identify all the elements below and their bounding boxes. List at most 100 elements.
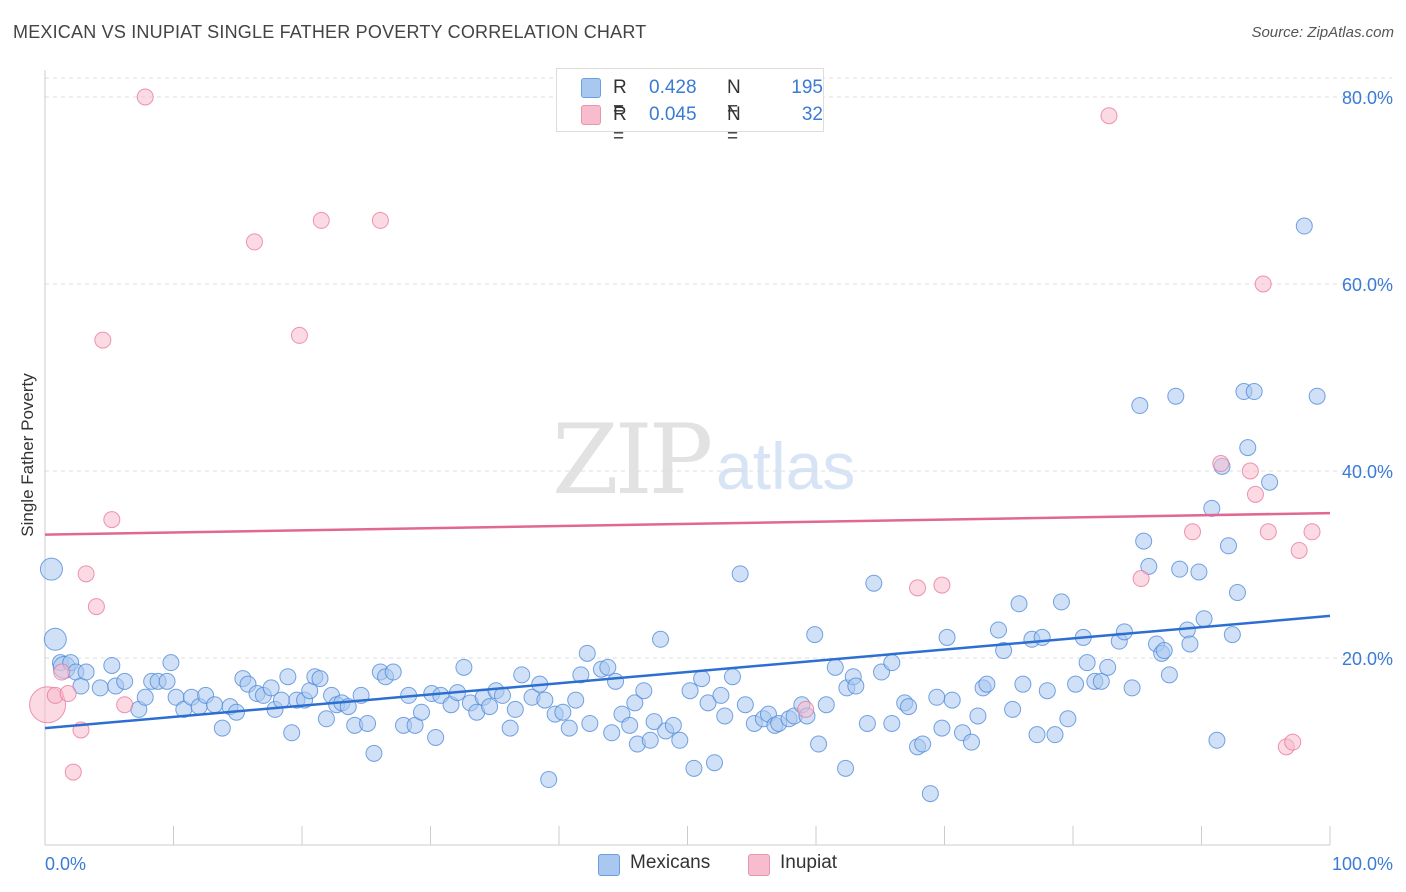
- watermark-zip: ZIP: [552, 404, 713, 516]
- inupiat-point: [1241, 462, 1259, 480]
- mexican-point: [1219, 537, 1237, 555]
- mexican-point: [1033, 628, 1051, 646]
- mexican-point: [213, 719, 231, 737]
- mexican-point: [572, 666, 590, 684]
- mexican-point: [847, 677, 865, 695]
- y-tick-label: 20.0%: [1342, 649, 1393, 669]
- mexican-point: [43, 627, 67, 651]
- mexican-point: [806, 626, 824, 644]
- mexican-point: [837, 759, 855, 777]
- mexican-point: [731, 565, 749, 583]
- mexican-point: [969, 707, 987, 725]
- mexican-point: [1140, 557, 1158, 575]
- mexican-point: [1190, 563, 1208, 581]
- mexican-point: [1123, 679, 1141, 697]
- mexican-point: [1181, 635, 1199, 653]
- mexican-point: [938, 628, 956, 646]
- mexican-point: [826, 658, 844, 676]
- mexican-point: [1295, 217, 1313, 235]
- mexican-point: [116, 672, 134, 690]
- mexican-point: [1308, 387, 1326, 405]
- mexican-point: [607, 672, 625, 690]
- mexican-point: [1167, 387, 1185, 405]
- chart-title: MEXICAN VS INUPIAT SINGLE FATHER POVERTY…: [13, 22, 647, 42]
- x-tick-label: 100.0%: [1332, 854, 1393, 874]
- mexican-point: [933, 719, 951, 737]
- mexican-point: [716, 707, 734, 725]
- inupiat-point: [1132, 570, 1150, 588]
- mexican-point: [641, 731, 659, 749]
- mexican-point: [712, 686, 730, 704]
- inupiat-point: [1284, 733, 1302, 751]
- mexican-point: [501, 719, 519, 737]
- mexican-point: [1078, 654, 1096, 672]
- mexican-point: [664, 716, 682, 734]
- mexican-point: [1092, 672, 1110, 690]
- mexican-point: [883, 714, 901, 732]
- mexican-point: [928, 688, 946, 706]
- mexican-point: [1261, 473, 1279, 491]
- legend-r-value: 0.428: [649, 77, 697, 98]
- mexican-point: [962, 733, 980, 751]
- inupiat-point: [103, 511, 121, 529]
- mexican-point: [736, 696, 754, 714]
- mexican-point: [865, 574, 883, 592]
- mexican-point: [1131, 397, 1149, 415]
- mexican-point: [693, 670, 711, 688]
- y-tick-label: 60.0%: [1342, 275, 1393, 295]
- mexican-point: [1245, 383, 1263, 401]
- inupiat-point: [1212, 455, 1230, 473]
- mexican-point: [158, 672, 176, 690]
- mexican-point: [989, 621, 1007, 639]
- mexican-point: [621, 716, 639, 734]
- legend-n-value: 195: [791, 77, 823, 98]
- mexican-point: [427, 728, 445, 746]
- mexican-point: [817, 696, 835, 714]
- mexican-point: [136, 688, 154, 706]
- inupiat-point: [1259, 523, 1277, 541]
- mexicans-trend-line: [44, 614, 1331, 730]
- inupiat-point: [797, 700, 815, 718]
- mexican-point: [283, 724, 301, 742]
- mexican-point: [699, 694, 717, 712]
- inupiat-point: [136, 88, 154, 106]
- inupiat-point: [1254, 275, 1272, 293]
- y-tick-label: 80.0%: [1342, 88, 1393, 108]
- inupiat-point: [290, 326, 308, 344]
- mexican-point: [262, 679, 280, 697]
- mexican-point: [1155, 642, 1173, 660]
- legend-n-label: N =: [727, 104, 741, 147]
- mexican-point: [1059, 710, 1077, 728]
- mexican-point: [914, 735, 932, 753]
- mexican-point: [103, 656, 121, 674]
- mexican-point: [506, 700, 524, 718]
- mexican-point: [810, 735, 828, 753]
- mexican-point: [1028, 726, 1046, 744]
- mexican-point: [858, 714, 876, 732]
- mexican-point: [723, 668, 741, 686]
- inupiat-point: [59, 685, 77, 703]
- source-label: Source: ZipAtlas.com: [1251, 24, 1394, 41]
- mexican-point: [1239, 439, 1257, 457]
- mexican-point: [1203, 499, 1221, 517]
- mexican-point: [1171, 560, 1189, 578]
- mexican-point: [1228, 584, 1246, 602]
- mexican-point: [91, 679, 109, 697]
- mexican-point: [272, 691, 290, 709]
- inupiat-point: [1246, 485, 1264, 503]
- mexican-point: [1046, 726, 1064, 744]
- mexican-point: [645, 713, 663, 731]
- mexican-point: [513, 666, 531, 684]
- mexican-point: [705, 754, 723, 772]
- mexican-point: [455, 658, 473, 676]
- mexican-point: [1160, 666, 1178, 684]
- legend-n-label: N =: [727, 77, 741, 120]
- mexican-point: [581, 714, 599, 732]
- mexican-point: [481, 698, 499, 716]
- mexican-point: [1195, 610, 1213, 628]
- bottom-legend-swatch-inupiat: [748, 854, 770, 876]
- mexican-point: [671, 731, 689, 749]
- mexican-point: [626, 694, 644, 712]
- inupiat-point: [53, 663, 71, 681]
- inupiat-point: [1303, 523, 1321, 541]
